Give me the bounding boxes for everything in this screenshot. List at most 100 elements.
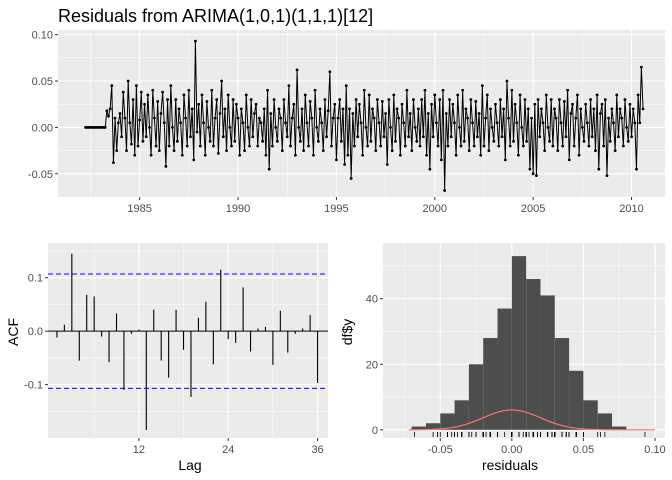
data-point <box>639 65 643 69</box>
y-axis-label: df$y <box>339 319 355 345</box>
data-point <box>307 144 310 148</box>
data-point <box>476 135 479 139</box>
data-point <box>474 100 478 103</box>
data-point <box>487 149 491 153</box>
data-point <box>569 112 573 115</box>
data-point <box>208 139 212 143</box>
data-point <box>364 126 368 129</box>
data-point <box>407 135 410 139</box>
data-point <box>503 158 507 162</box>
data-point <box>492 139 496 143</box>
data-point <box>505 79 509 83</box>
data-point <box>149 153 153 157</box>
y-axis-label: ACF <box>5 318 21 346</box>
data-point <box>113 116 117 120</box>
data-point <box>234 102 238 106</box>
data-point <box>459 144 463 148</box>
data-point <box>154 144 158 148</box>
data-point <box>438 98 442 101</box>
data-point <box>256 144 260 148</box>
data-point <box>261 139 265 143</box>
data-point <box>620 116 624 120</box>
data-point <box>172 149 176 153</box>
residual-histogram: -0.05 0.00 0.05 0.10 0 20 40 residuals df$y <box>339 243 666 473</box>
data-point <box>456 93 460 97</box>
data-point <box>430 102 433 106</box>
data-point <box>213 116 217 120</box>
axis-ticks: 1985 1990 1995 2000 2005 2010 -0.05 0.00 0.05 0.1… <box>28 30 644 215</box>
histogram-bar <box>454 400 469 430</box>
data-point <box>133 153 137 157</box>
data-point <box>346 153 350 157</box>
data-point <box>166 98 169 101</box>
data-point <box>228 126 232 129</box>
data-point <box>182 93 186 97</box>
data-point <box>436 144 440 148</box>
data-point <box>400 102 404 106</box>
data-point <box>484 116 488 120</box>
data-point <box>592 107 596 111</box>
data-point <box>323 98 327 101</box>
data-point <box>126 79 130 83</box>
data-point <box>513 102 517 106</box>
data-point <box>559 121 563 125</box>
data-point <box>518 93 522 97</box>
data-point <box>330 144 333 148</box>
data-point <box>351 112 355 115</box>
data-point <box>112 161 115 165</box>
data-point <box>413 126 417 129</box>
data-point <box>207 126 210 129</box>
data-point <box>167 144 171 148</box>
data-point <box>200 93 204 97</box>
data-point <box>277 107 281 111</box>
data-point <box>121 90 125 94</box>
data-point <box>171 126 174 129</box>
data-point <box>333 102 337 106</box>
data-point <box>397 116 401 120</box>
x-tick-label: 0.00 <box>501 444 522 456</box>
data-point <box>195 130 199 134</box>
data-point <box>523 98 527 101</box>
data-point <box>520 126 524 129</box>
data-point <box>294 153 297 157</box>
data-point <box>512 139 515 143</box>
data-point <box>251 135 255 139</box>
data-point <box>608 139 612 143</box>
data-point <box>482 144 486 148</box>
data-point <box>449 135 453 139</box>
data-point <box>318 107 322 111</box>
y-tick-label: 0.0 <box>28 326 43 338</box>
data-point <box>220 79 224 83</box>
data-point <box>120 135 124 139</box>
data-point <box>148 126 151 129</box>
data-point <box>179 121 183 125</box>
data-point <box>494 102 497 106</box>
data-point <box>572 144 576 148</box>
data-point <box>184 116 187 120</box>
data-point <box>580 126 584 129</box>
y-tick-label: -0.1 <box>24 380 43 392</box>
data-point <box>259 121 263 125</box>
data-point <box>469 98 473 101</box>
data-point <box>467 149 471 153</box>
y-tick-label: 0 <box>372 425 378 437</box>
data-point <box>328 70 332 74</box>
data-point <box>159 112 163 115</box>
data-point <box>562 100 566 103</box>
data-point <box>454 153 458 157</box>
data-point <box>495 121 499 125</box>
data-point <box>202 121 206 125</box>
data-point <box>353 144 356 148</box>
data-point <box>128 121 132 125</box>
data-point <box>410 149 414 153</box>
data-point <box>362 88 366 92</box>
data-point <box>394 139 397 143</box>
data-point <box>185 144 189 148</box>
data-point <box>426 112 430 115</box>
histogram-bar <box>497 308 512 430</box>
data-point <box>308 100 312 103</box>
data-point <box>125 149 128 153</box>
histogram-bar <box>468 364 484 430</box>
data-point <box>115 149 119 153</box>
data-point <box>357 102 361 106</box>
